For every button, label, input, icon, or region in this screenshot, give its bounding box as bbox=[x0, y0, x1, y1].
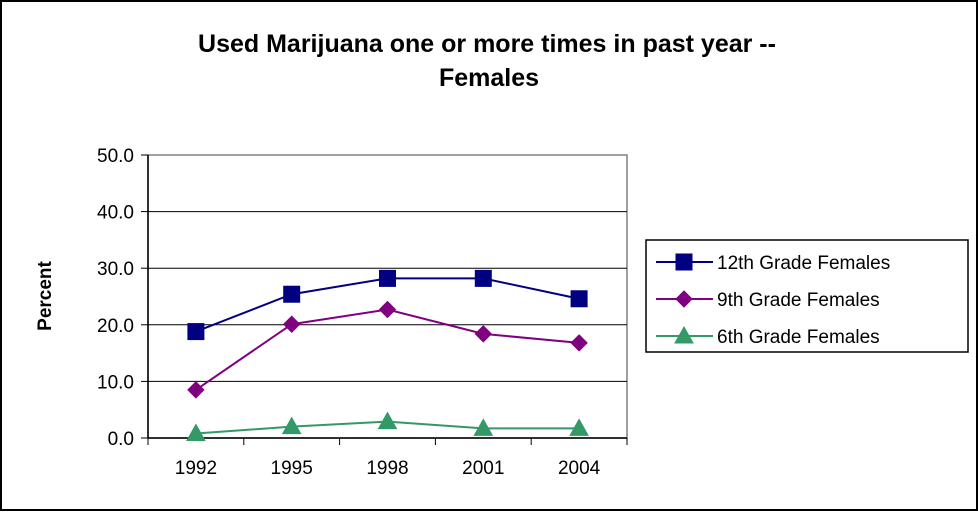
y-axis-label: Percent bbox=[35, 260, 56, 330]
data-point bbox=[283, 285, 301, 303]
data-point bbox=[379, 269, 396, 287]
gridlines bbox=[148, 211, 627, 382]
legend-label: 9th Grade Females bbox=[717, 290, 880, 311]
data-point bbox=[474, 325, 493, 343]
data-point bbox=[187, 381, 205, 399]
data-point bbox=[187, 323, 205, 341]
x-tick-label: 2004 bbox=[558, 458, 601, 479]
chart-title-line-1: Used Marijuana one or more times in past… bbox=[198, 30, 776, 58]
x-tick-label: 1998 bbox=[366, 458, 408, 479]
legend: 12th Grade Females 9th Grade Females 6th G… bbox=[645, 239, 969, 353]
y-tick-label: 0.0 bbox=[108, 429, 134, 450]
data-point bbox=[378, 300, 397, 319]
data-point bbox=[474, 269, 492, 287]
y-tick-label: 20.0 bbox=[97, 316, 134, 337]
y-tick-label: 10.0 bbox=[97, 372, 134, 393]
legend-label: 12th Grade Females bbox=[717, 253, 890, 274]
y-tick-label: 40.0 bbox=[97, 203, 134, 224]
axes: 0.0 10.0 20.0 30.0 40.0 50.0 1992 1995 1998 2001 2… bbox=[97, 146, 628, 479]
data-point bbox=[281, 416, 302, 435]
y-tick-label: 30.0 bbox=[97, 259, 134, 280]
data-point bbox=[569, 418, 589, 436]
x-tick-label: 2001 bbox=[462, 458, 504, 479]
y-tick-label: 50.0 bbox=[97, 146, 134, 167]
data-point bbox=[282, 315, 301, 333]
plot-area bbox=[147, 154, 628, 439]
chart-title-line-2: Females bbox=[438, 64, 540, 92]
series-2 bbox=[187, 300, 588, 399]
x-tick-label: 1995 bbox=[271, 458, 313, 479]
legend-marker bbox=[675, 253, 693, 271]
legend-box bbox=[645, 239, 969, 353]
x-tick-label: 1992 bbox=[175, 458, 217, 479]
data-point bbox=[377, 411, 398, 430]
series-1 bbox=[187, 269, 588, 341]
data-point bbox=[570, 334, 588, 352]
data-point bbox=[473, 418, 494, 436]
series-layer bbox=[186, 269, 589, 441]
legend-marker bbox=[674, 325, 694, 344]
data-point bbox=[570, 290, 588, 308]
legend-marker bbox=[675, 290, 693, 308]
series-3 bbox=[186, 411, 589, 441]
data-point bbox=[186, 423, 206, 441]
legend-label: 6th Grade Females bbox=[717, 327, 880, 348]
